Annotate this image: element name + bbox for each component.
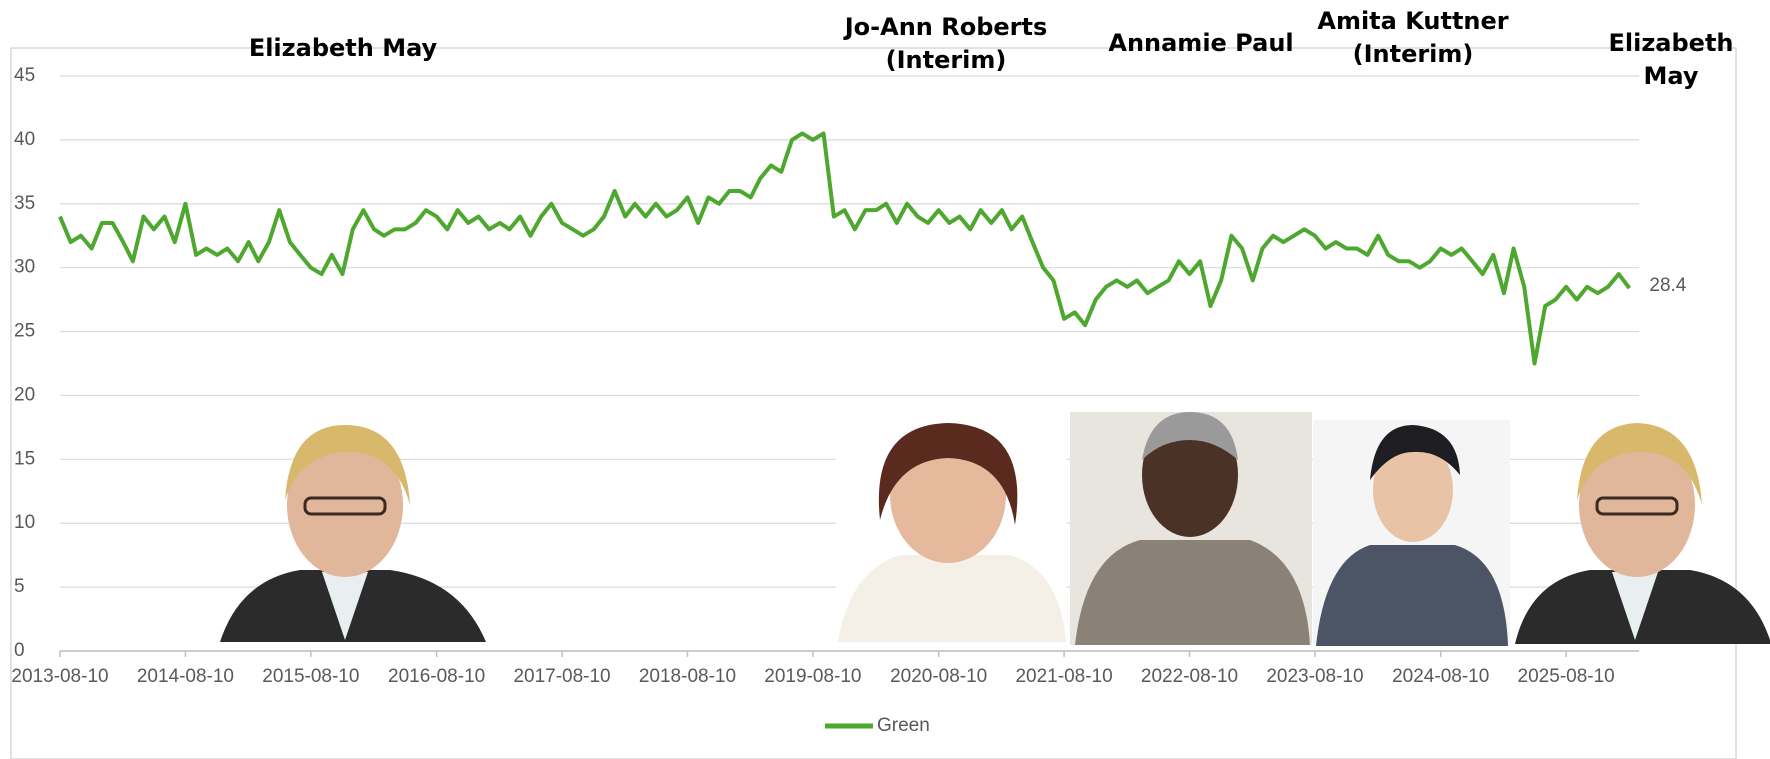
x-tick-label: 2021-08-10 — [1015, 666, 1112, 687]
x-tick-label: 2025-08-10 — [1518, 666, 1615, 687]
chart: 0 5 10 15 20 25 30 35 40 45 2013-08-10 2014-08-10 20… — [0, 0, 1770, 759]
legend-label: Green — [877, 715, 930, 736]
line-series — [60, 134, 1629, 364]
y-tick-label: 40 — [14, 129, 35, 150]
photo — [836, 423, 1067, 643]
x-tick-label: 2024-08-10 — [1392, 666, 1489, 687]
y-tick-label: 20 — [14, 384, 35, 405]
photo — [1515, 423, 1770, 644]
y-tick-label: 35 — [14, 193, 35, 214]
x-tick-label: 2018-08-10 — [639, 666, 736, 687]
leader-label: Elizabeth May — [1608, 27, 1733, 93]
x-tick-label: 2013-08-10 — [11, 666, 108, 687]
photo — [1070, 412, 1312, 645]
x-tick-label: 2022-08-10 — [1141, 666, 1238, 687]
x-tick-label: 2015-08-10 — [262, 666, 359, 687]
y-tick-label: 0 — [14, 640, 25, 661]
leader-label: Annamie Paul — [1108, 27, 1293, 60]
x-tick-label: 2016-08-10 — [388, 666, 485, 687]
y-tick-label: 5 — [14, 576, 25, 597]
x-tick-label: 2020-08-10 — [890, 666, 987, 687]
chart-frame — [11, 48, 1736, 759]
x-tick-label: 2014-08-10 — [137, 666, 234, 687]
leader-label: Amita Kuttner (Interim) — [1317, 5, 1508, 71]
leader-label: Jo-Ann Roberts (Interim) — [845, 11, 1048, 77]
x-tick-label: 2023-08-10 — [1266, 666, 1363, 687]
leader-photos — [220, 412, 1770, 646]
photo — [220, 425, 486, 642]
y-tick-label: 15 — [14, 448, 35, 469]
y-tick-label: 45 — [14, 65, 35, 86]
photo — [1313, 420, 1510, 646]
y-tick-label: 25 — [14, 321, 35, 342]
x-tick-label: 2019-08-10 — [764, 666, 861, 687]
y-tick-label: 30 — [14, 257, 35, 278]
end-value-label: 28.4 — [1649, 275, 1686, 296]
page: 0 5 10 15 20 25 30 35 40 45 2013-08-10 2014-08-10 20… — [0, 0, 1770, 759]
leader-label: Elizabeth May — [249, 32, 437, 65]
y-tick-label: 10 — [14, 512, 35, 533]
x-tick-label: 2017-08-10 — [513, 666, 610, 687]
